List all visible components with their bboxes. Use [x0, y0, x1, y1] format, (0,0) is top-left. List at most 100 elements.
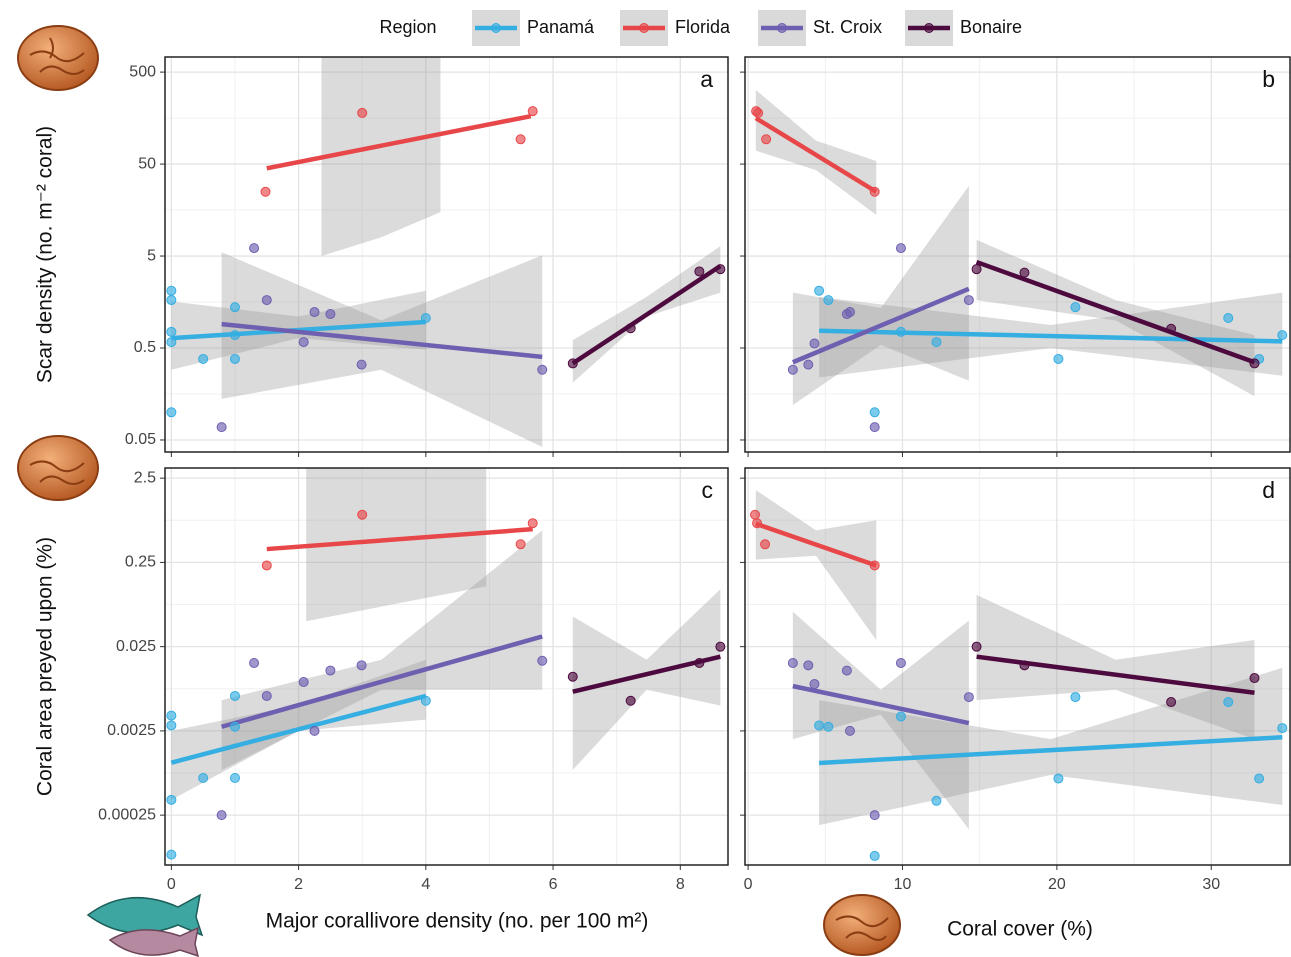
data-point: [964, 296, 973, 305]
fish-icon: [88, 895, 202, 956]
coral-icon: [18, 436, 98, 500]
y-axis-label: Scar density (no. m⁻² coral): [34, 126, 57, 383]
data-point: [761, 540, 770, 549]
data-point: [870, 851, 879, 860]
data-point: [167, 327, 176, 336]
data-point: [810, 339, 819, 348]
data-point: [250, 658, 259, 667]
data-point: [1071, 693, 1080, 702]
data-point: [845, 726, 854, 735]
data-point: [870, 561, 879, 570]
legend-title: Region: [379, 17, 436, 37]
data-point: [932, 796, 941, 805]
data-point: [896, 244, 905, 253]
data-point: [299, 678, 308, 687]
data-point: [538, 656, 547, 665]
data-point: [804, 360, 813, 369]
panel-label: c: [702, 477, 714, 503]
x-tick-label: 10: [894, 876, 912, 893]
data-point: [199, 774, 208, 783]
data-point: [261, 187, 270, 196]
data-point: [964, 693, 973, 702]
data-point: [842, 666, 851, 675]
data-point: [626, 324, 635, 333]
data-point: [751, 510, 760, 519]
data-point: [815, 721, 824, 730]
panel: [165, 17, 728, 452]
data-point: [626, 696, 635, 705]
data-point: [358, 510, 367, 519]
data-point: [972, 642, 981, 651]
data-point: [230, 331, 239, 340]
data-point: [167, 795, 176, 804]
data-point: [815, 286, 824, 295]
data-point: [262, 296, 271, 305]
data-point: [167, 721, 176, 730]
data-point: [1224, 313, 1233, 322]
data-point: [230, 774, 239, 783]
data-point: [230, 722, 239, 731]
chart: 0.050.5550500aScar density (no. m⁻² cora…: [0, 0, 1291, 957]
data-point: [357, 360, 366, 369]
data-point: [167, 408, 176, 417]
x-tick-label: 2: [294, 876, 303, 893]
data-point: [695, 267, 704, 276]
data-point: [1167, 324, 1176, 333]
data-point: [762, 135, 771, 144]
data-point: [538, 365, 547, 374]
y-tick-label: 0.00025: [98, 806, 156, 823]
data-point: [421, 313, 430, 322]
data-point: [845, 308, 854, 317]
data-point: [824, 722, 833, 731]
data-point: [421, 696, 430, 705]
x-tick-label: 6: [549, 876, 558, 893]
panel-label: a: [700, 66, 713, 92]
data-point: [326, 310, 335, 319]
data-point: [896, 327, 905, 336]
data-point: [1167, 698, 1176, 707]
y-tick-label: 0.025: [116, 638, 156, 655]
legend-label: Florida: [675, 17, 731, 37]
data-point: [199, 354, 208, 363]
y-tick-label: 0.05: [125, 431, 156, 448]
data-point: [262, 691, 271, 700]
data-point: [1224, 698, 1233, 707]
data-point: [1054, 774, 1063, 783]
data-point: [167, 711, 176, 720]
x-tick-label: 0: [744, 876, 753, 893]
y-tick-label: 5: [147, 247, 156, 264]
panel-background: [745, 57, 1290, 452]
data-point: [1020, 268, 1029, 277]
legend-point: [925, 24, 934, 33]
coral-icon: [18, 26, 98, 90]
x-tick-label: 4: [421, 876, 430, 893]
panel-label: b: [1262, 66, 1275, 92]
x-tick-label: 20: [1048, 876, 1066, 893]
data-point: [230, 354, 239, 363]
data-point: [716, 265, 725, 274]
data-point: [299, 338, 308, 347]
legend-point: [640, 24, 649, 33]
y-tick-label: 500: [129, 63, 156, 80]
x-axis-label: Major corallivore density (no. per 100 m…: [266, 910, 649, 933]
data-point: [753, 519, 762, 528]
panel: [745, 57, 1290, 452]
legend-label: Bonaire: [960, 17, 1022, 37]
data-point: [1071, 303, 1080, 312]
data-point: [1278, 331, 1287, 340]
data-point: [716, 642, 725, 651]
legend-point: [492, 24, 501, 33]
data-point: [810, 680, 819, 689]
panel: [745, 468, 1290, 865]
data-point: [972, 265, 981, 274]
data-point: [357, 661, 366, 670]
y-axis-label: Coral area preyed upon (%): [34, 537, 57, 796]
data-point: [870, 811, 879, 820]
data-point: [788, 658, 797, 667]
legend-point: [778, 24, 787, 33]
data-point: [167, 338, 176, 347]
data-point: [516, 135, 525, 144]
data-point: [754, 108, 763, 117]
y-tick-label: 50: [138, 155, 156, 172]
data-point: [1250, 674, 1259, 683]
